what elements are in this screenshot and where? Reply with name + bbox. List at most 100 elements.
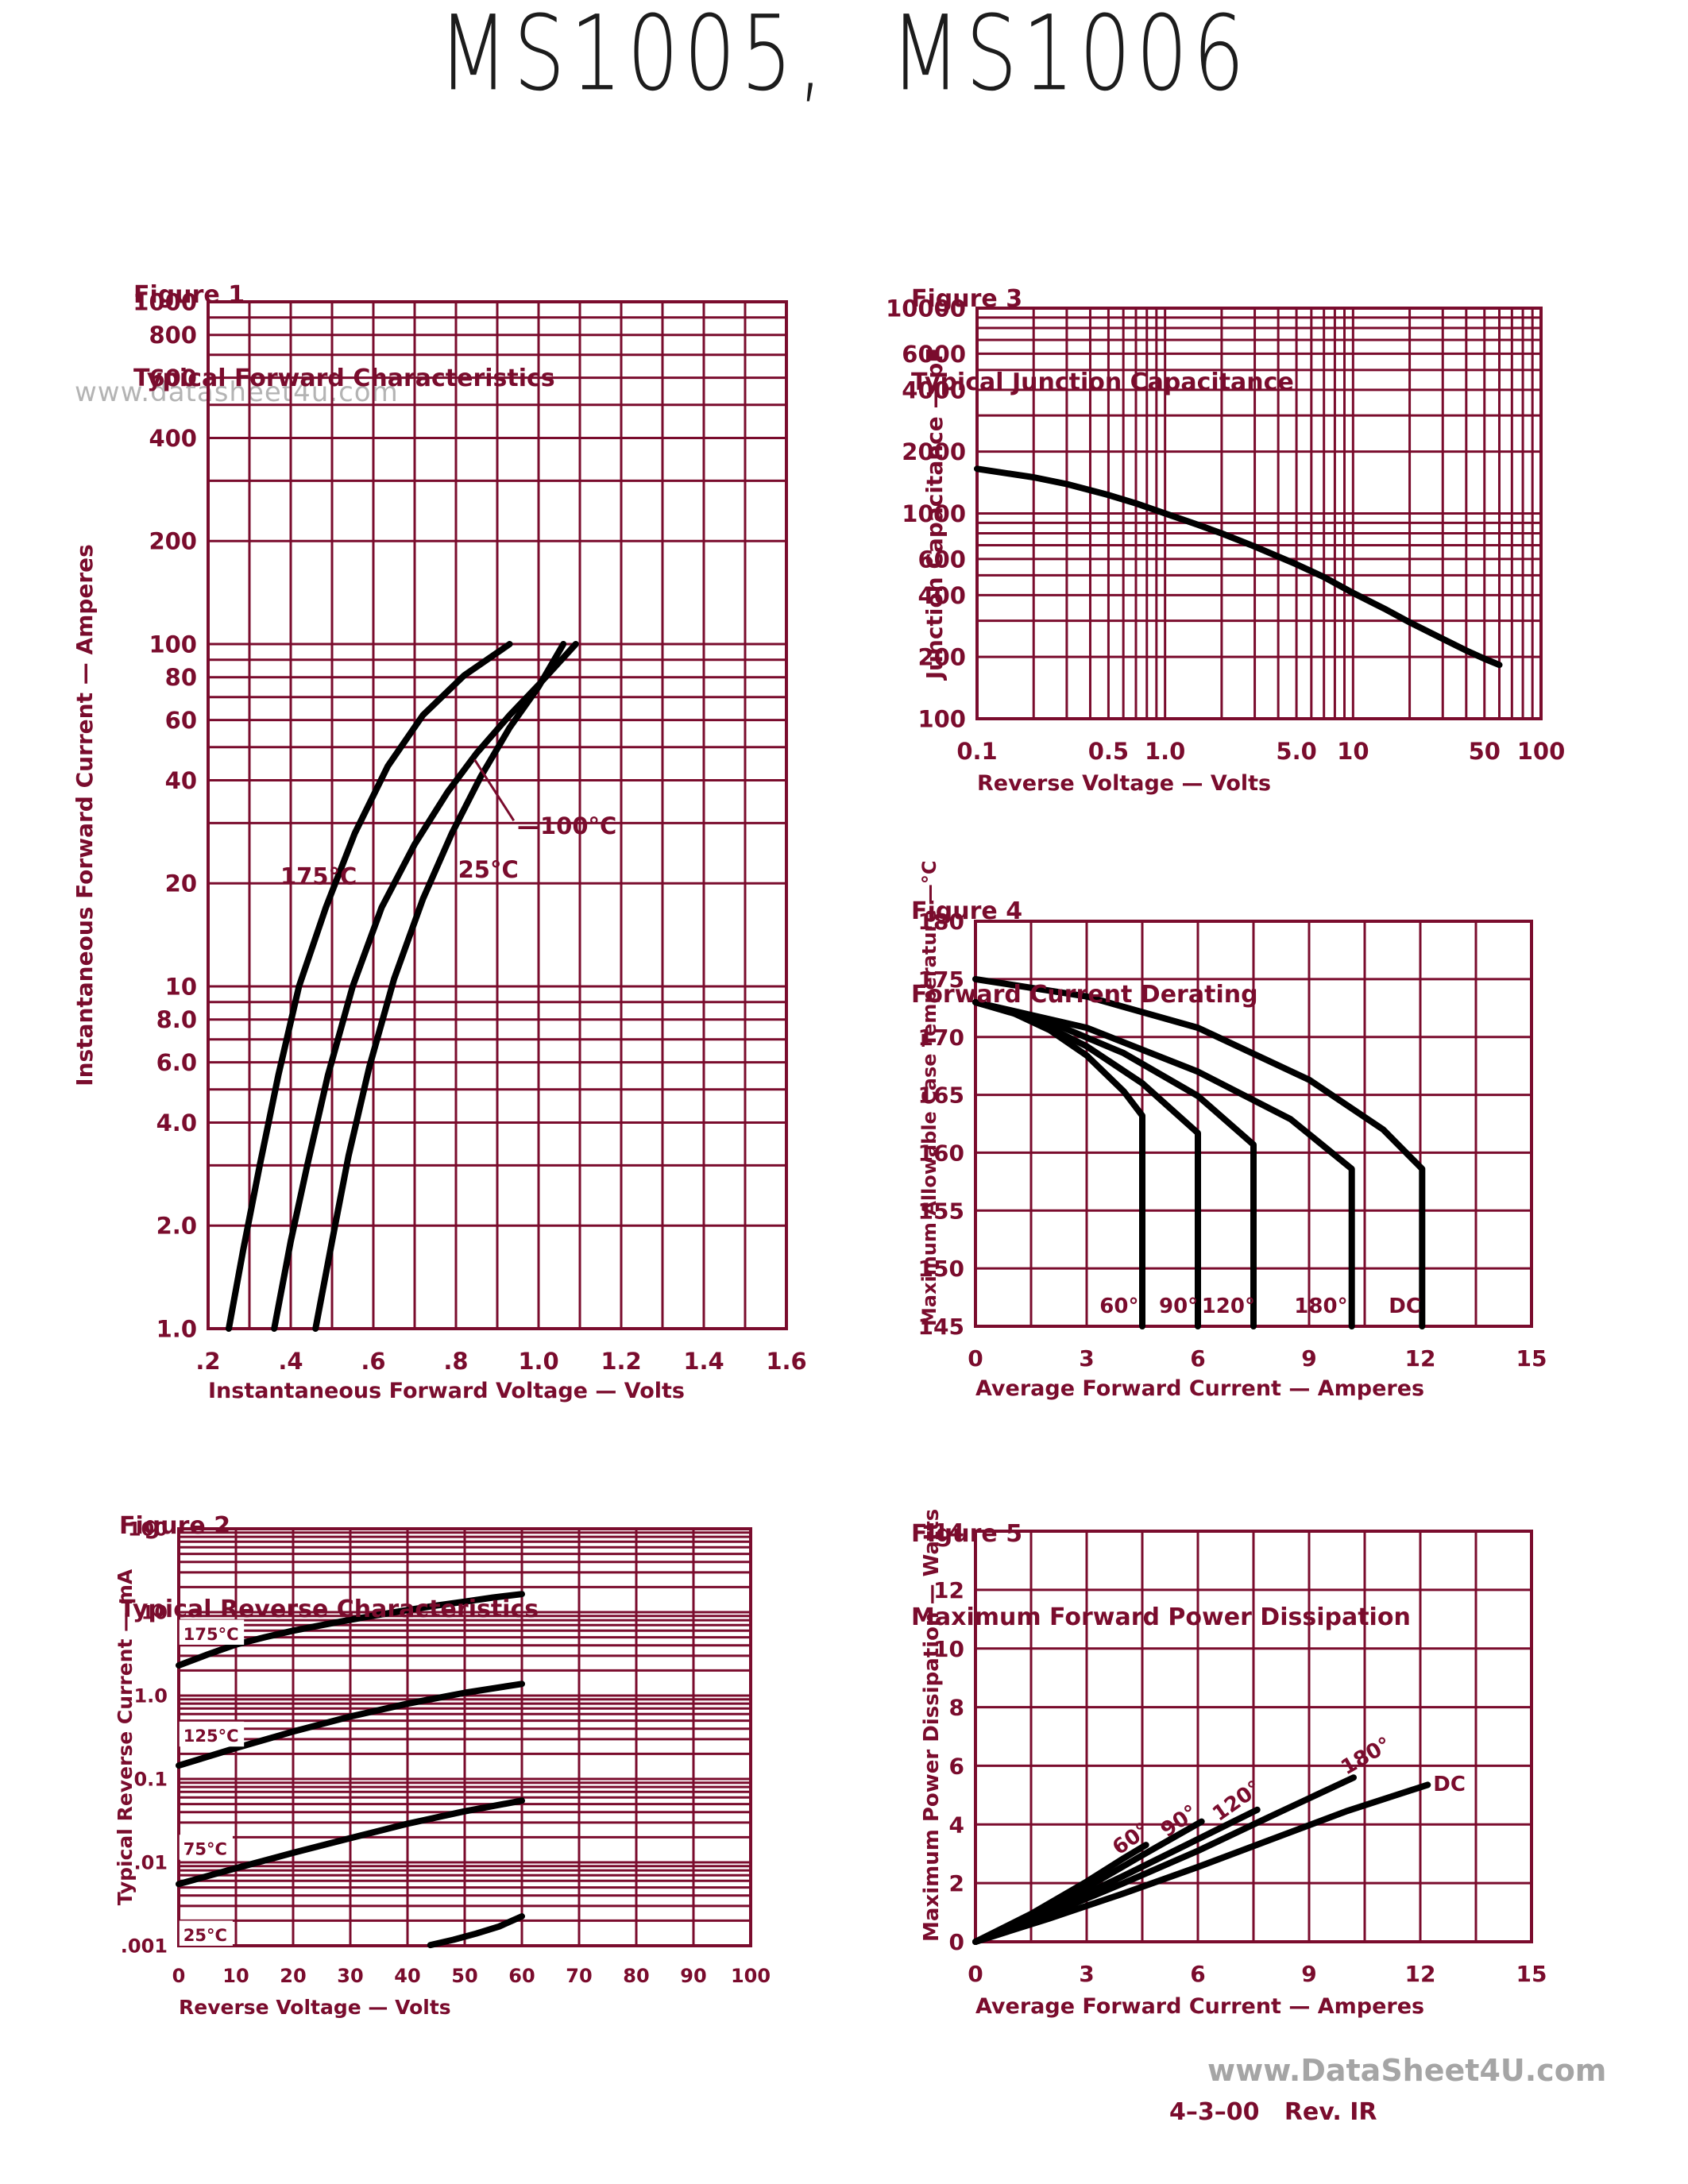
figure3-subtitle: Typical Junction Capacitance	[911, 369, 1294, 396]
svg-text:80: 80	[165, 664, 197, 691]
svg-text:15: 15	[1516, 1345, 1547, 1372]
svg-text:160: 160	[918, 1140, 964, 1167]
fig4-label-120°: 120°	[1202, 1295, 1255, 1318]
svg-text:0: 0	[172, 1965, 186, 1987]
svg-text:4.0: 4.0	[156, 1109, 197, 1136]
svg-text:120°: 120°	[1202, 1295, 1255, 1318]
svg-text:175: 175	[918, 967, 964, 993]
svg-text:170: 170	[918, 1024, 964, 1051]
svg-text:2000: 2000	[902, 438, 966, 465]
svg-text:125°C: 125°C	[183, 1727, 239, 1746]
svg-text:90°: 90°	[1159, 1295, 1198, 1318]
figure5-y-axis-label: Maximum Power Dissipation — Watts	[920, 1508, 944, 1942]
svg-text:100: 100	[1517, 738, 1566, 765]
fig2-series-125°C	[176, 1680, 525, 1769]
figure5-x-axis-label: Average Forward Current — Amperes	[975, 1994, 1425, 2019]
svg-text:2.0: 2.0	[156, 1213, 197, 1240]
svg-text:1.2: 1.2	[601, 1348, 641, 1375]
fig3-border	[975, 307, 1543, 720]
svg-text:8.0: 8.0	[156, 1006, 197, 1033]
svg-text:6000: 6000	[902, 341, 966, 368]
svg-text:50: 50	[1469, 738, 1501, 765]
svg-text:.8: .8	[443, 1348, 468, 1375]
watermark-footer: www.DataSheet4U.com	[1207, 2053, 1607, 2088]
figure4-title: Figure 4	[911, 897, 1023, 925]
svg-text:9: 9	[1301, 1961, 1316, 1987]
svg-text:2: 2	[949, 1870, 964, 1897]
svg-text:1000: 1000	[133, 288, 197, 315]
figure1-title: Figure 1	[133, 281, 245, 309]
figure2-heading: Figure 2 Typical Reverse Characteristics	[119, 1457, 539, 1651]
figure5-title: Figure 5	[911, 1520, 1023, 1548]
fig4-curves	[972, 975, 1426, 1329]
fig2-label-25°C: 25°C	[179, 1920, 233, 1946]
svg-text:30: 30	[337, 1965, 363, 1987]
fig5-label-180°: 180°	[1337, 1733, 1395, 1781]
fig5-ticks: 14 12 10 8 6 4 2 00 3 6 9 12 15	[933, 1518, 1547, 1987]
svg-text:25°C: 25°C	[458, 856, 519, 883]
fig1-annotations: 175°C 25°C —100°C	[280, 812, 616, 890]
svg-text:100: 100	[731, 1965, 771, 1987]
fig4-annotations: 60° 90° 120° 180° DC	[1099, 1295, 1421, 1318]
fig2-border	[177, 1527, 752, 1947]
figure1-y-axis-label: Instantaneous Forward Current — Amperes	[71, 544, 98, 1086]
svg-text:50: 50	[451, 1965, 477, 1987]
fig5-border	[974, 1530, 1533, 1943]
svg-text:10: 10	[1337, 738, 1369, 765]
svg-text:60°: 60°	[1099, 1295, 1138, 1318]
svg-text:1.6: 1.6	[766, 1348, 806, 1375]
svg-text:4000: 4000	[902, 376, 966, 403]
svg-text:180: 180	[918, 909, 964, 935]
svg-text:0: 0	[968, 1961, 983, 1987]
svg-text:9: 9	[1301, 1345, 1316, 1372]
figure5-subtitle: Maximum Forward Power Dissipation	[911, 1603, 1411, 1631]
svg-text:0: 0	[949, 1929, 964, 1955]
svg-text:DC: DC	[1389, 1295, 1421, 1318]
figure2-y-axis-label: Typical Reverse Current — mA	[114, 1569, 137, 1906]
svg-text:20: 20	[165, 870, 197, 897]
figure4-subtitle: Forward Current Derating	[911, 981, 1258, 1009]
fig1-ticks: 1000 800 600 400 200 100 80 60 40 20 10 8.0 6.0 4.0 2.…	[133, 288, 806, 1375]
fig1: 175°C 25°C —100°C 1000 800 600 400 200 100 80 60 40…	[133, 288, 806, 1375]
fig5-series-DC	[972, 1781, 1431, 1945]
svg-text:4: 4	[949, 1812, 964, 1838]
svg-text:1.0: 1.0	[518, 1348, 558, 1375]
svg-text:3: 3	[1079, 1345, 1094, 1372]
fig2-label-125°C: 125°C	[179, 1721, 245, 1747]
fig2-label-75°C: 75°C	[179, 1835, 233, 1860]
figure3-y-axis-label: Junction Capacitance — pF	[921, 347, 948, 680]
svg-text:40: 40	[165, 767, 197, 794]
fig4-label-DC: DC	[1389, 1295, 1421, 1318]
svg-text:10: 10	[165, 973, 197, 1000]
figure4-x-axis-label: Average Forward Current — Amperes	[975, 1376, 1425, 1401]
svg-text:6: 6	[1190, 1345, 1205, 1372]
page-title-text: MS1005, MS1006	[438, 0, 1250, 114]
svg-text:600: 600	[149, 365, 197, 392]
figure1-x-axis-label: Instantaneous Forward Voltage — Volts	[208, 1379, 685, 1403]
svg-text:400: 400	[917, 582, 966, 609]
svg-text:1000: 1000	[902, 500, 966, 527]
figure2-x-axis-label: Reverse Voltage — Volts	[179, 1996, 451, 2019]
svg-text:180°: 180°	[1337, 1733, 1395, 1781]
svg-text:15: 15	[1516, 1961, 1547, 1987]
fig1-curves	[226, 641, 579, 1332]
fig1-grid	[207, 300, 788, 1330]
svg-text:10000: 10000	[886, 295, 966, 322]
svg-text:200: 200	[917, 644, 966, 671]
fig3-series-Cj	[974, 465, 1503, 669]
svg-text:.001: .001	[121, 1935, 168, 1958]
svg-text:800: 800	[149, 322, 197, 349]
svg-text:175°C: 175°C	[280, 863, 357, 890]
svg-text:165: 165	[918, 1082, 964, 1109]
figure1-heading: Figure 1 Typical Forward Characteristics	[133, 226, 555, 420]
fig2-label-175°C: 175°C	[179, 1619, 245, 1645]
svg-text:145: 145	[918, 1314, 964, 1340]
svg-text:0.5: 0.5	[1088, 738, 1129, 765]
svg-text:.01: .01	[133, 1852, 168, 1874]
svg-text:1.0: 1.0	[133, 1685, 168, 1707]
svg-text:12: 12	[1405, 1345, 1436, 1372]
svg-text:200: 200	[149, 528, 197, 555]
svg-text:180°: 180°	[1294, 1295, 1347, 1318]
